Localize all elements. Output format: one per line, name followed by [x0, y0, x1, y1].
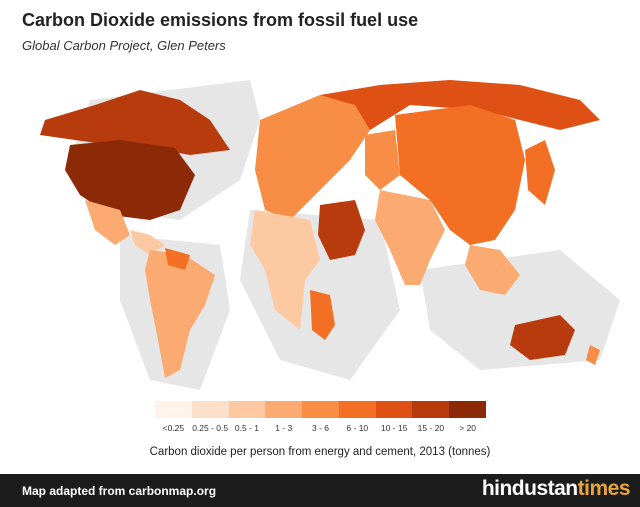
region-united-states	[65, 140, 195, 220]
legend-label: > 20	[459, 423, 477, 433]
region-australia	[510, 315, 575, 360]
legend-swatch	[265, 401, 303, 418]
legend-label: 0.25 - 0.5	[192, 423, 229, 433]
legend-label: 3 - 6	[312, 423, 330, 433]
legend-label: 6 - 10	[346, 423, 369, 433]
region-india	[375, 190, 445, 285]
legend-swatch	[191, 401, 229, 418]
region-south-africa	[310, 290, 335, 340]
brand-logo: hindustantimes	[481, 477, 631, 501]
region-china	[395, 105, 525, 245]
legend-labels: <0.25 0.25 - 0.5 0.5 - 1 1 - 3 3 - 6 6 -…	[155, 423, 486, 433]
region-russia	[320, 80, 600, 130]
legend-swatch	[375, 401, 413, 418]
region-africa	[250, 210, 320, 330]
world-cartogram-map	[40, 80, 620, 390]
footer-credit: Map adapted from carbonmap.org	[22, 484, 217, 498]
region-new-zealand	[586, 345, 600, 365]
legend-swatch	[155, 401, 192, 418]
region-south-america	[145, 250, 215, 378]
legend-label: 0.5 - 1	[234, 423, 259, 433]
page-subtitle: Global Carbon Project, Glen Peters	[22, 38, 226, 53]
region-middle-east	[318, 200, 365, 260]
legend-swatch	[338, 401, 376, 418]
region-canada	[40, 90, 230, 155]
page-title: Carbon Dioxide emissions from fossil fue…	[22, 10, 419, 30]
legend-swatch	[302, 401, 339, 418]
region-mexico	[85, 200, 130, 245]
region-southeast-asia	[465, 245, 520, 295]
legend-swatch	[412, 401, 450, 418]
legend-scale	[155, 401, 487, 418]
legend-label: <0.25	[162, 423, 185, 433]
brand-logo-part1: hindustan	[481, 477, 578, 500]
region-central-america	[130, 230, 165, 255]
footer-bar: Map adapted from carbonmap.org hindustan…	[0, 474, 640, 507]
brand-logo-part2: times	[577, 477, 631, 500]
legend-label: 1 - 3	[275, 423, 293, 433]
region-central-asia	[365, 130, 400, 190]
legend-swatch	[228, 401, 266, 418]
region-europe	[255, 95, 370, 220]
legend-label: 15 - 20	[417, 423, 445, 433]
legend-caption: Carbon dioxide per person from energy an…	[149, 446, 491, 458]
region-venezuela	[165, 248, 190, 270]
legend-swatch	[449, 401, 487, 418]
legend-label: 10 - 15	[380, 423, 408, 433]
region-japan	[525, 140, 555, 205]
